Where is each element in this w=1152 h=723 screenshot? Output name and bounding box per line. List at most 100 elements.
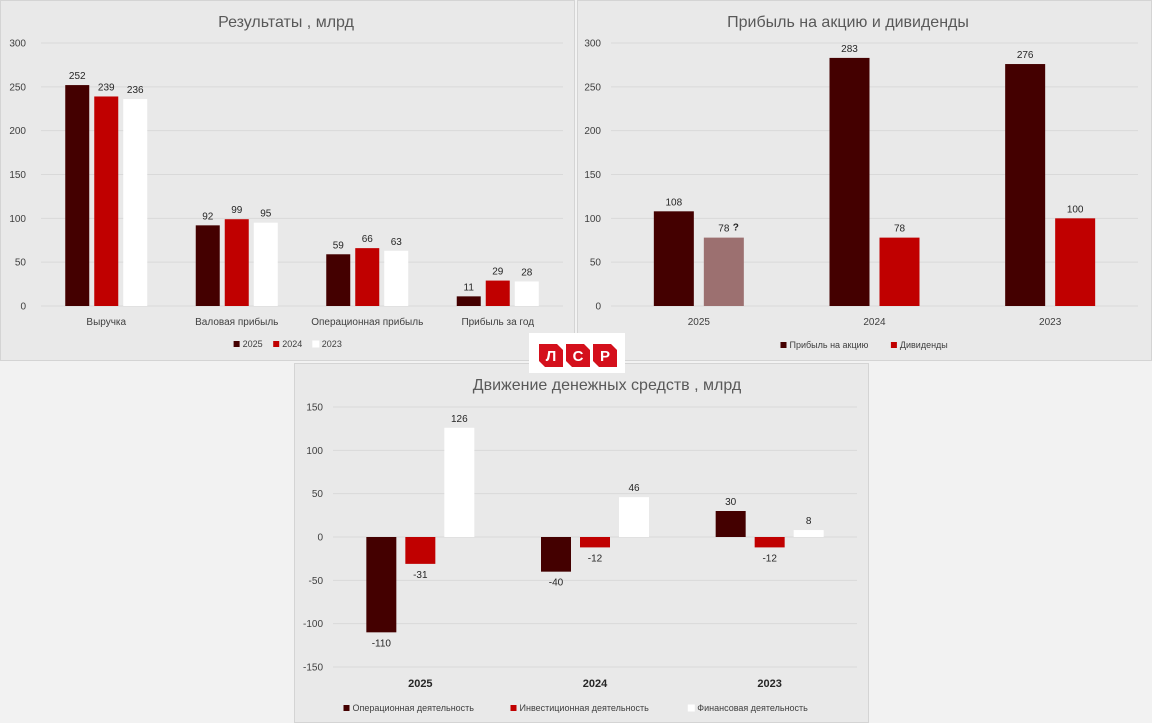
- category-label: Выручка: [86, 317, 126, 328]
- data-label: 11: [464, 282, 475, 293]
- legend-swatch: [312, 340, 320, 348]
- bar: [541, 537, 571, 572]
- chart-title: Движение денежных средств , млрд: [473, 377, 742, 394]
- bar: [514, 281, 539, 306]
- bar: [485, 280, 510, 306]
- bar: [829, 57, 870, 306]
- logo-letter: С: [573, 348, 584, 365]
- chart-title: Прибыль на акцию и дивиденды: [727, 14, 969, 31]
- y-tick-label: 250: [584, 82, 601, 93]
- data-label: 46: [628, 483, 640, 494]
- y-tick-label: 300: [9, 39, 26, 50]
- bar: [580, 537, 610, 548]
- category-label: 2023: [757, 678, 781, 690]
- y-tick-label: -150: [303, 663, 323, 674]
- bar: [326, 254, 351, 306]
- bar: [1005, 64, 1046, 306]
- data-label: 236: [127, 85, 144, 96]
- data-label: 92: [202, 211, 214, 222]
- data-label: 108: [665, 197, 682, 208]
- legend-swatch: [687, 704, 695, 712]
- y-tick-label: 250: [9, 82, 26, 93]
- data-label: 63: [391, 237, 403, 248]
- category-label: 2024: [583, 678, 608, 690]
- y-tick-label: 150: [306, 403, 323, 414]
- data-label: 252: [69, 71, 86, 82]
- legend-swatch: [273, 341, 280, 347]
- data-label: 59: [333, 240, 345, 251]
- bar: [224, 219, 249, 306]
- legend-swatch: [233, 341, 240, 347]
- y-tick-label: 0: [317, 533, 323, 544]
- data-label: 66: [362, 234, 374, 245]
- data-label: 239: [98, 82, 115, 93]
- bar: [253, 222, 278, 306]
- data-label: 8: [806, 516, 812, 527]
- data-label: 283: [841, 44, 858, 55]
- bar: [703, 237, 744, 306]
- y-tick-label: 150: [584, 170, 601, 181]
- y-tick-label: 200: [9, 126, 26, 137]
- bar: [754, 537, 785, 548]
- bar: [653, 211, 694, 306]
- bar: [619, 497, 649, 537]
- legend-label: Дивиденды: [900, 340, 948, 350]
- category-label: Операционная прибыль: [311, 316, 423, 328]
- data-label: 99: [231, 205, 243, 216]
- logo-letter: Л: [546, 348, 557, 365]
- y-tick-label: 50: [312, 489, 324, 500]
- logo-tile: [539, 344, 563, 367]
- chart-cash-flow-panel: Движение денежных средств , млрд -150 -100…: [294, 363, 869, 723]
- category-label: 2025: [688, 317, 711, 328]
- y-tick-label: 0: [20, 302, 26, 313]
- y-tick-label: -50: [309, 576, 324, 587]
- bar: [1055, 218, 1096, 306]
- y-tick-label: -100: [303, 619, 323, 630]
- data-label: 276: [1017, 50, 1034, 61]
- y-tick-label: 100: [584, 214, 601, 225]
- bar: [123, 99, 148, 307]
- data-label: -40: [549, 578, 564, 589]
- logo-tile: [593, 344, 617, 367]
- data-label: 28: [521, 267, 533, 278]
- annotation-label: ?: [733, 223, 739, 234]
- legend-label: Финансовая деятельность: [697, 703, 808, 713]
- bar: [195, 225, 220, 306]
- data-label: 95: [260, 209, 272, 220]
- category-label: Валовая прибыль: [195, 316, 278, 328]
- legend-label: Прибыль на акцию: [790, 340, 869, 350]
- legend-swatch: [343, 705, 350, 711]
- chart-cash-flow: Движение денежных средств , млрд -150 -100…: [303, 377, 857, 713]
- y-tick-label: 200: [584, 126, 601, 137]
- data-label: 78: [894, 224, 906, 235]
- y-tick-label: 100: [306, 446, 323, 457]
- chart-results-panel: Результаты , млрд 0 50 100 150 200 250 300 252 23…: [0, 0, 575, 361]
- logo-tile: [566, 344, 590, 367]
- y-tick-label: 150: [9, 170, 26, 181]
- data-label: -31: [413, 570, 428, 581]
- chart-eps-dividends: Прибыль на акцию и дивиденды 0 50 100 150 200…: [584, 14, 1138, 350]
- category-label: 2023: [1039, 317, 1062, 328]
- legend-swatch: [510, 705, 517, 711]
- bar: [879, 237, 920, 306]
- y-tick-label: 50: [590, 258, 602, 269]
- legend-swatch: [890, 342, 897, 348]
- bar: [456, 296, 481, 306]
- data-label: -12: [762, 553, 777, 564]
- legend-label: Операционная деятельность: [353, 703, 475, 713]
- chart-results: Результаты , млрд 0 50 100 150 200 250 300 252 23…: [9, 14, 563, 349]
- data-label: 126: [451, 414, 468, 425]
- data-label: -12: [588, 553, 603, 564]
- data-label: 29: [492, 267, 504, 278]
- bar: [366, 537, 397, 633]
- data-label: 78: [718, 224, 730, 235]
- y-tick-label: 300: [584, 39, 601, 50]
- y-tick-label: 0: [595, 302, 601, 313]
- data-label: 100: [1067, 204, 1084, 215]
- bar: [793, 530, 824, 537]
- bar: [94, 96, 119, 306]
- legend-swatch: [780, 342, 787, 348]
- category-label: 2025: [408, 678, 432, 690]
